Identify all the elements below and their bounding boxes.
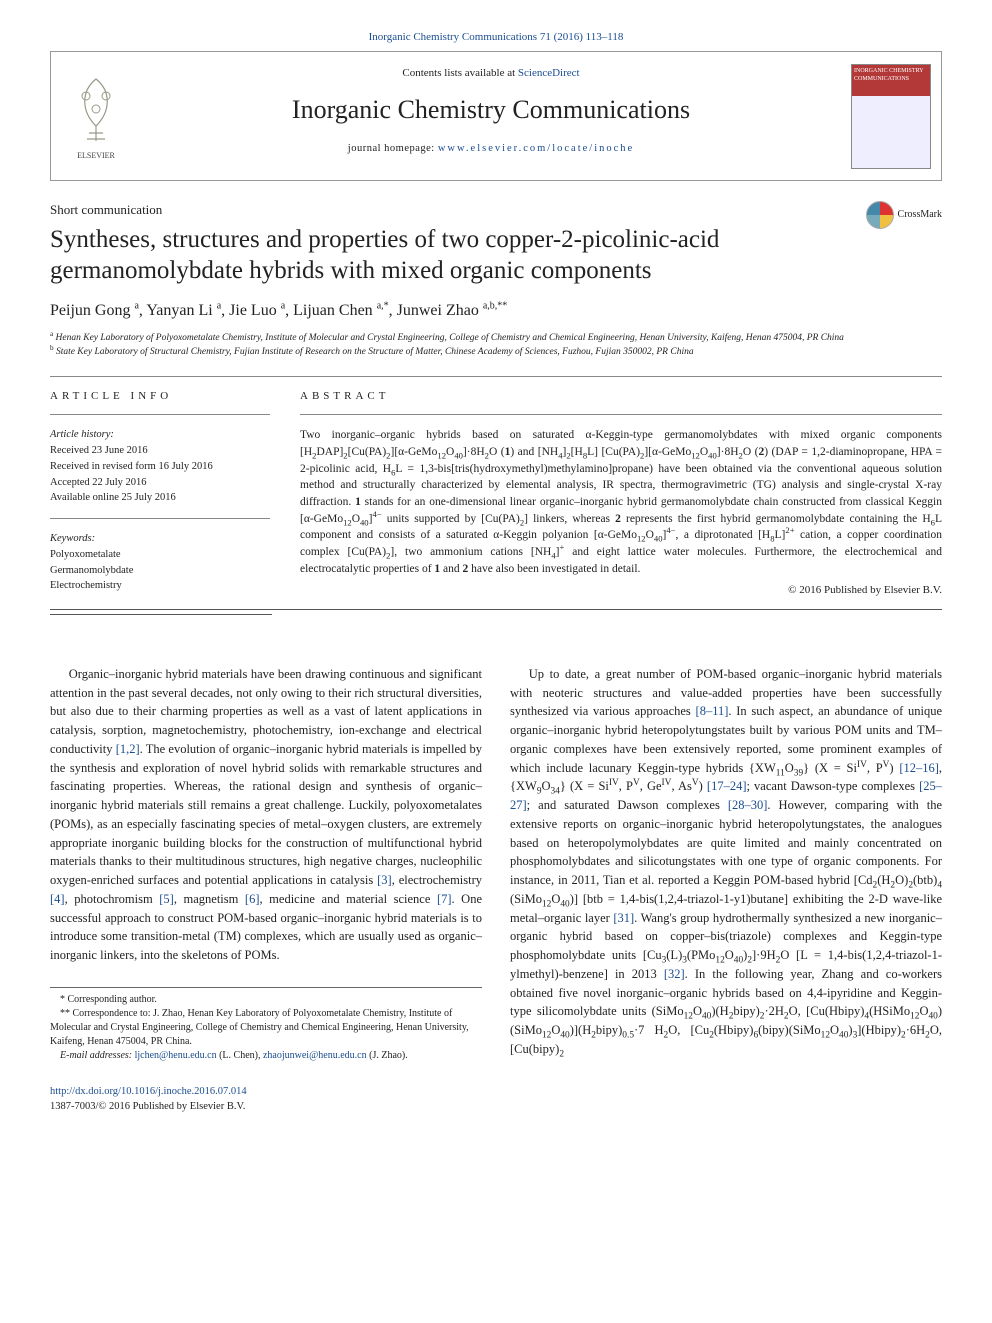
crossmark-icon (866, 201, 894, 229)
header-center: Contents lists available at ScienceDirec… (141, 52, 841, 180)
keyword: Polyoxometalate (50, 549, 121, 560)
email-who: (L. Chen), (217, 1050, 263, 1061)
homepage-line: journal homepage: www.elsevier.com/locat… (151, 142, 831, 157)
abstract-text: Two inorganic–organic hybrids based on s… (300, 427, 942, 577)
section-type: Short communication (50, 201, 942, 219)
email-who: (J. Zhao). (367, 1050, 408, 1061)
journal-name: Inorganic Chemistry Communications (151, 92, 831, 128)
bottom-info: http://dx.doi.org/10.1016/j.inoche.2016.… (50, 1085, 942, 1114)
article-info: article info Article history: Received 2… (50, 389, 270, 599)
abstract-block: abstract Two inorganic–organic hybrids b… (300, 389, 942, 599)
elsevier-logo: ELSEVIER (51, 52, 141, 180)
history-label: Article history: (50, 429, 114, 440)
body-paragraph: Organic–inorganic hybrid materials have … (50, 665, 482, 965)
email-link[interactable]: zhaojunwei@henu.edu.cn (263, 1050, 367, 1061)
emails-label: E-mail addresses: (60, 1050, 135, 1061)
body-paragraph: Up to date, a great number of POM-based … (510, 665, 942, 1059)
doi-link[interactable]: http://dx.doi.org/10.1016/j.inoche.2016.… (50, 1086, 247, 1097)
journal-header: ELSEVIER Contents lists available at Sci… (50, 51, 942, 181)
running-header: Inorganic Chemistry Communications 71 (2… (50, 30, 942, 45)
running-header-link[interactable]: Inorganic Chemistry Communications 71 (2… (369, 31, 624, 43)
issn-copyright: 1387-7003/© 2016 Published by Elsevier B… (50, 1101, 245, 1112)
authors: Peijun Gong a, Yanyan Li a, Jie Luo a, L… (50, 300, 942, 322)
footnotes: * Corresponding author. ** Correspondenc… (50, 987, 482, 1063)
body-text: Organic–inorganic hybrid materials have … (50, 665, 942, 1063)
journal-cover-thumb: INORGANIC CHEMISTRY COMMUNICATIONS (841, 52, 941, 180)
contents-prefix: Contents lists available at (402, 67, 517, 79)
email-link[interactable]: ljchen@henu.edu.cn (135, 1050, 217, 1061)
svg-text:ELSEVIER: ELSEVIER (77, 151, 115, 160)
keyword: Germanomolybdate (50, 565, 133, 576)
divider (50, 614, 272, 615)
affiliation: b State Key Laboratory of Structural Che… (50, 346, 942, 360)
cover-image: INORGANIC CHEMISTRY COMMUNICATIONS (851, 64, 931, 169)
corresponding-note: ** Correspondence to: J. Zhao, Henan Key… (50, 1007, 482, 1049)
sciencedirect-link[interactable]: ScienceDirect (518, 67, 580, 79)
paper-title: Syntheses, structures and properties of … (50, 224, 942, 287)
history-item: Received in revised form 16 July 2016 (50, 461, 213, 472)
crossmark-badge[interactable]: CrossMark (866, 201, 942, 229)
history-item: Received 23 June 2016 (50, 445, 148, 456)
corresponding-note: * Corresponding author. (50, 993, 482, 1007)
keyword: Electrochemistry (50, 580, 122, 591)
meta-row: article info Article history: Received 2… (50, 389, 942, 599)
article-header: CrossMark Short communication Syntheses,… (50, 201, 942, 360)
crossmark-label: CrossMark (898, 208, 942, 222)
homepage-prefix: journal homepage: (348, 143, 438, 154)
email-line: E-mail addresses: ljchen@henu.edu.cn (L.… (50, 1049, 482, 1063)
keywords-label: Keywords: (50, 533, 95, 544)
contents-line: Contents lists available at ScienceDirec… (151, 66, 831, 81)
divider (50, 609, 942, 610)
abstract-copyright: © 2016 Published by Elsevier B.V. (300, 583, 942, 598)
affiliation: a Henan Key Laboratory of Polyoxometalat… (50, 332, 942, 346)
history-item: Accepted 22 July 2016 (50, 477, 147, 488)
divider (50, 376, 942, 377)
info-heading: article info (50, 389, 270, 404)
history-item: Available online 25 July 2016 (50, 492, 176, 503)
abstract-heading: abstract (300, 389, 942, 404)
homepage-link[interactable]: www.elsevier.com/locate/inoche (438, 143, 634, 154)
affiliations: a Henan Key Laboratory of Polyoxometalat… (50, 332, 942, 360)
